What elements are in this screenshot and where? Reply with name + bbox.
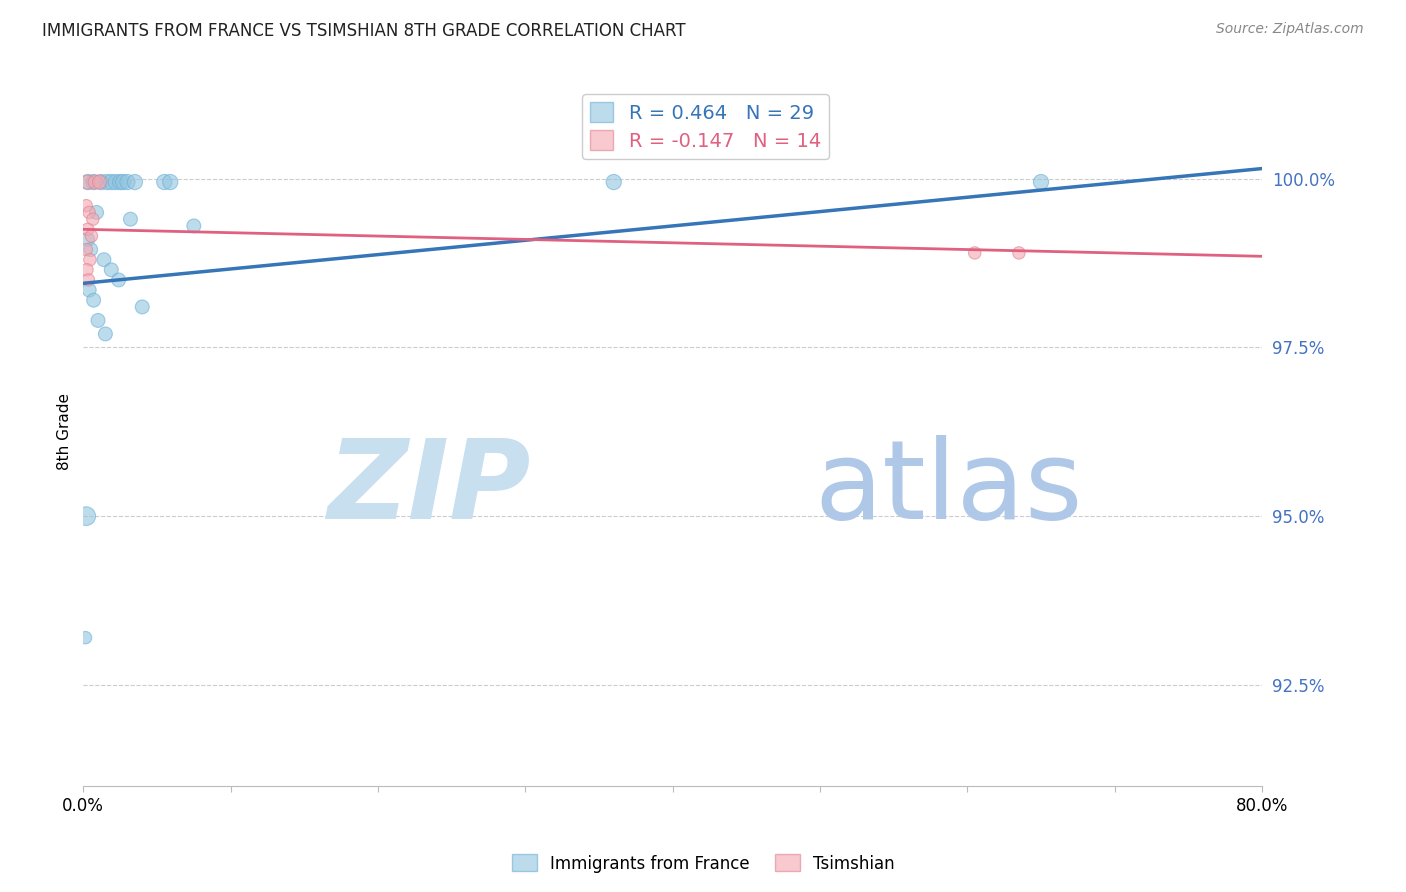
Text: IMMIGRANTS FROM FRANCE VS TSIMSHIAN 8TH GRADE CORRELATION CHART: IMMIGRANTS FROM FRANCE VS TSIMSHIAN 8TH …	[42, 22, 686, 40]
Point	[77, 283, 100, 297]
Point	[963, 246, 986, 260]
Point	[76, 232, 98, 246]
Point	[108, 175, 131, 189]
Point	[1008, 246, 1031, 260]
Text: ZIP: ZIP	[328, 435, 531, 542]
Point	[117, 175, 139, 189]
Point	[90, 175, 112, 189]
Point	[76, 262, 98, 277]
Point	[153, 175, 176, 189]
Point	[96, 175, 118, 189]
Point	[79, 243, 101, 257]
Point	[76, 175, 98, 189]
Point	[87, 313, 110, 327]
Text: atlas: atlas	[814, 435, 1083, 542]
Point	[79, 252, 101, 267]
Point	[75, 199, 97, 213]
Point	[86, 205, 108, 219]
Point	[76, 222, 98, 236]
Point	[93, 252, 115, 267]
Point	[94, 326, 117, 341]
Point	[89, 175, 111, 189]
Text: Source: ZipAtlas.com: Source: ZipAtlas.com	[1216, 22, 1364, 37]
Point	[1029, 175, 1052, 189]
Point	[83, 175, 105, 189]
Point	[84, 175, 107, 189]
Point	[112, 175, 135, 189]
Point	[75, 243, 97, 257]
Point	[183, 219, 205, 233]
Y-axis label: 8th Grade: 8th Grade	[58, 393, 72, 470]
Point	[159, 175, 181, 189]
Point	[76, 175, 98, 189]
Point	[124, 175, 146, 189]
Legend: Immigrants from France, Tsimshian: Immigrants from France, Tsimshian	[505, 847, 901, 880]
Point	[83, 293, 105, 308]
Point	[603, 175, 626, 189]
Point	[104, 175, 127, 189]
Point	[75, 509, 97, 524]
Point	[107, 273, 129, 287]
Point	[131, 300, 153, 314]
Point	[120, 212, 142, 227]
Legend: R = 0.464   N = 29, R = -0.147   N = 14: R = 0.464 N = 29, R = -0.147 N = 14	[582, 95, 830, 159]
Point	[77, 205, 100, 219]
Point	[77, 273, 100, 287]
Point	[100, 262, 122, 277]
Point	[80, 229, 103, 244]
Point	[100, 175, 122, 189]
Point	[75, 631, 97, 645]
Point	[82, 212, 104, 227]
